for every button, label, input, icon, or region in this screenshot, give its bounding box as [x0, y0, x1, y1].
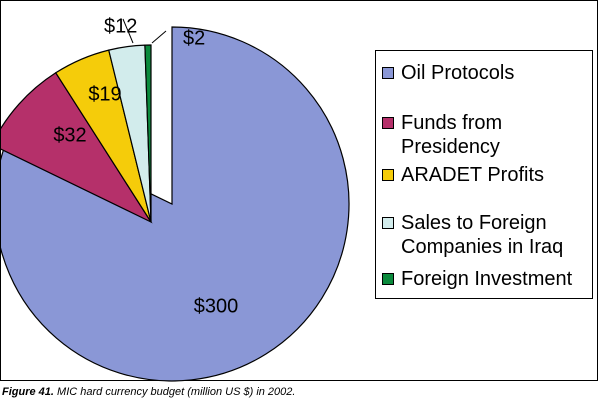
- legend-swatch: [382, 67, 394, 79]
- leader-line-sales-to-foreign-companies-in-iraq: [122, 18, 134, 44]
- pie-chart: $300 $32$19 $12 $2: [1, 15, 350, 382]
- data-label-aradet-profits: $19: [88, 83, 121, 105]
- data-label-sales-to-foreign-companies-in-iraq: $12: [104, 15, 137, 37]
- legend-item-aradet-profits: ARADET Profits: [382, 163, 593, 187]
- caption-text: MIC hard currency budget (million US $) …: [53, 386, 296, 398]
- legend-item-funds-from-presidency: Funds from Presidency: [382, 111, 593, 159]
- data-label-funds-from-presidency: $32: [53, 124, 86, 146]
- legend-label: Sales to Foreign Companies in Iraq: [401, 212, 564, 258]
- legend-item-foreign-investment: Foreign Investment: [382, 267, 593, 291]
- data-label-oil-protocols: $300: [194, 295, 239, 317]
- legend-label: Foreign Investment: [401, 268, 573, 290]
- pie-slice-foreign-investment: [144, 44, 152, 223]
- legend-label: ARADET Profits: [401, 164, 544, 186]
- legend-swatch: [382, 117, 394, 129]
- leader-line-foreign-investment: [151, 30, 167, 44]
- legend-label: Funds from Presidency: [401, 112, 503, 158]
- legend-swatch: [382, 169, 394, 181]
- figure-label: Figure 41.: [2, 386, 54, 398]
- chart-area: $300 $32 $19 $12 $2 Oil Protocols Funds from …: [0, 0, 598, 382]
- pie-slice-oil-protocols: [1, 26, 350, 382]
- pie-slice-funds-from-presidency: [1, 71, 153, 224]
- figure-caption: Figure 41. MIC hard currency budget (mil…: [2, 386, 295, 398]
- legend-swatch: [382, 217, 394, 229]
- legend-item-sales-to-foreign-companies-in-iraq: Sales to Foreign Companies in Iraq: [382, 211, 593, 259]
- legend-swatch: [382, 273, 394, 285]
- legend: Oil Protocols Funds from Presidency ARADET…: [375, 50, 593, 299]
- data-label-foreign-investment: $2: [183, 27, 205, 49]
- legend-label: Oil Protocols: [401, 62, 515, 84]
- legend-item-oil-protocols: Oil Protocols: [382, 61, 593, 85]
